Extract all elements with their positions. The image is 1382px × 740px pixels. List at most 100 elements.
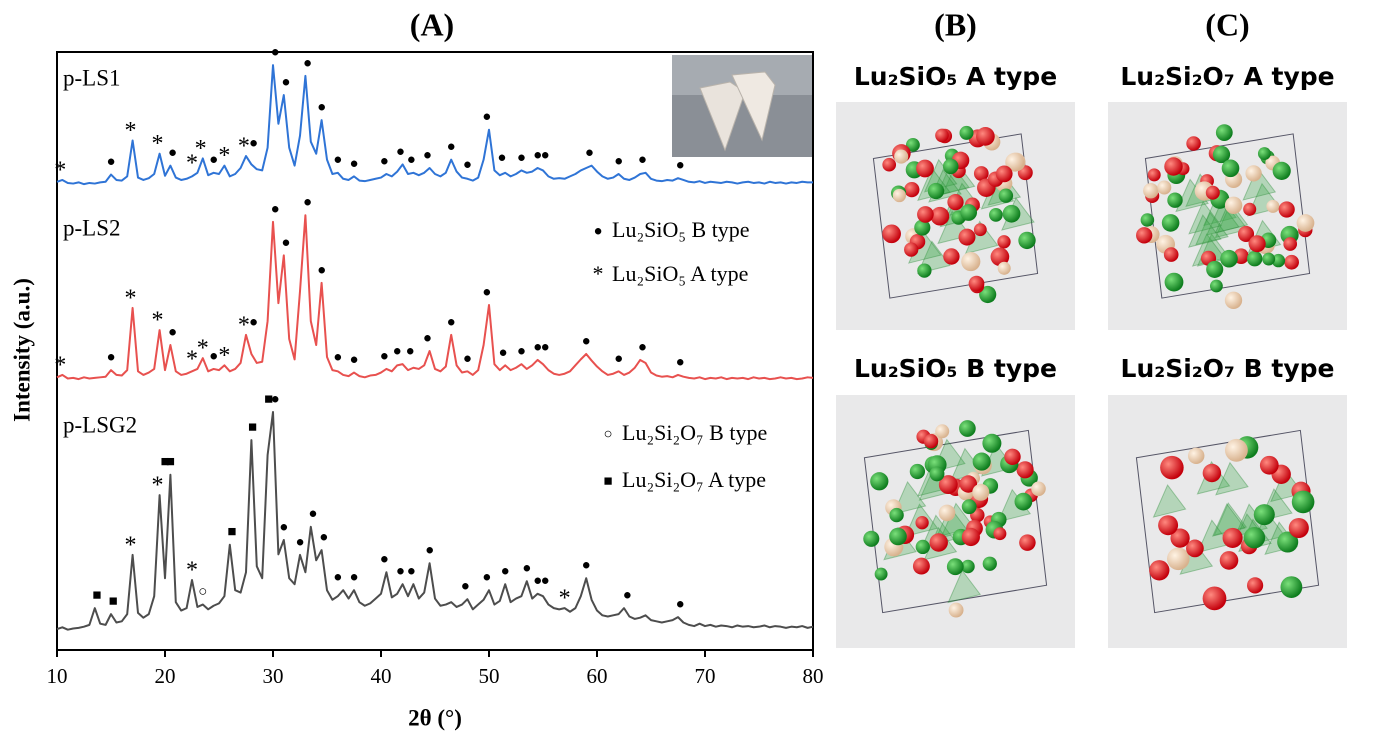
- x-tick-label: 30: [263, 664, 284, 688]
- atom: [882, 224, 901, 243]
- phase-marker: *: [54, 157, 66, 183]
- atom: [882, 158, 896, 172]
- phase-marker: ●: [482, 284, 491, 300]
- phase-marker: ●: [676, 597, 685, 613]
- atom: [1247, 251, 1262, 266]
- phase-marker: *: [124, 532, 136, 558]
- atom: [1003, 205, 1021, 223]
- legend-symbol: ○: [603, 426, 612, 442]
- panel-title: (B): [934, 6, 977, 42]
- legend-symbol: ■: [603, 473, 612, 489]
- phase-marker: ●: [249, 135, 258, 151]
- atom: [889, 528, 907, 546]
- x-tick-label: 50: [479, 664, 500, 688]
- atom: [917, 206, 934, 223]
- atom: [974, 223, 987, 236]
- atom: [1247, 577, 1263, 593]
- phase-marker: ●: [349, 156, 358, 172]
- phase-marker: ■: [109, 594, 118, 610]
- atom: [1143, 183, 1158, 198]
- x-tick-label: 60: [587, 664, 608, 688]
- atom: [1260, 456, 1279, 475]
- atom: [1019, 534, 1036, 551]
- atom: [928, 183, 944, 199]
- atom: [993, 527, 1006, 540]
- atom: [929, 533, 947, 551]
- atom: [863, 531, 879, 547]
- atom: [904, 182, 919, 197]
- phase-marker: ●: [319, 530, 328, 546]
- atom: [983, 557, 997, 571]
- phase-marker: *: [54, 352, 66, 378]
- x-tick-label: 40: [371, 664, 392, 688]
- phase-marker: *: [197, 336, 209, 362]
- atom: [1243, 203, 1256, 216]
- atom: [889, 508, 903, 522]
- legend-label: Lu₂SiO₅ B type: [612, 217, 750, 242]
- phase-marker: ●: [393, 344, 402, 360]
- phase-marker: *: [218, 343, 230, 369]
- phase-marker: *: [195, 136, 207, 162]
- atom: [998, 262, 1011, 275]
- atom: [1148, 168, 1161, 181]
- phase-marker: ●: [295, 534, 304, 550]
- x-tick-label: 80: [803, 664, 824, 688]
- structure-title: Lu₂SiO₅ B type: [854, 354, 1057, 383]
- phase-marker: *: [186, 558, 198, 584]
- legend-label: Lu₂Si₂O₇ B type: [622, 420, 767, 445]
- atom: [1225, 292, 1242, 309]
- atom: [959, 420, 976, 437]
- atom: [915, 516, 928, 529]
- atom: [1031, 482, 1046, 497]
- atom: [1018, 232, 1035, 249]
- atom: [1273, 162, 1291, 180]
- phase-marker: *: [151, 473, 163, 499]
- atom: [997, 235, 1010, 248]
- atom: [939, 505, 956, 522]
- atom: [1289, 518, 1309, 538]
- phase-marker: ●: [303, 55, 312, 71]
- atom: [947, 558, 964, 575]
- atom: [961, 252, 980, 271]
- atom: [1164, 157, 1182, 175]
- phase-marker: *: [151, 131, 163, 157]
- phase-marker: ●: [407, 152, 416, 168]
- atom: [1266, 200, 1279, 213]
- atom: [1167, 548, 1190, 571]
- atom: [1223, 528, 1243, 548]
- phase-marker: *: [124, 285, 136, 311]
- atom: [1203, 464, 1221, 482]
- series-label: p-LS1: [63, 65, 121, 90]
- phase-marker: ●: [380, 153, 389, 169]
- atom: [1258, 147, 1271, 160]
- atom: [962, 528, 980, 546]
- atom: [1004, 449, 1020, 465]
- phase-marker: ●: [461, 579, 470, 595]
- structure-title: Lu₂Si₂O₇ A type: [1120, 62, 1334, 91]
- phase-marker: ●: [333, 350, 342, 366]
- atom: [947, 194, 963, 210]
- atom: [1206, 261, 1223, 278]
- atom: [996, 166, 1013, 183]
- atom: [1249, 235, 1266, 252]
- atom: [969, 276, 985, 292]
- atom: [1281, 576, 1303, 598]
- phase-marker: ●: [249, 314, 258, 330]
- atom: [1297, 214, 1315, 232]
- phase-marker: ●: [406, 344, 415, 360]
- phase-marker: *: [559, 586, 571, 612]
- atom: [1222, 159, 1240, 177]
- atom: [1015, 493, 1033, 511]
- atom: [870, 472, 888, 490]
- atom: [913, 558, 930, 575]
- phase-marker: ●: [638, 339, 647, 355]
- atom: [916, 160, 934, 178]
- atom: [1262, 253, 1275, 266]
- atom: [924, 434, 938, 448]
- phase-marker: ●: [447, 139, 456, 155]
- atom: [1167, 192, 1182, 207]
- phase-marker: ●: [349, 352, 358, 368]
- phase-marker: ●: [106, 350, 115, 366]
- atom: [1284, 255, 1299, 270]
- series-label: p-LS2: [63, 216, 121, 241]
